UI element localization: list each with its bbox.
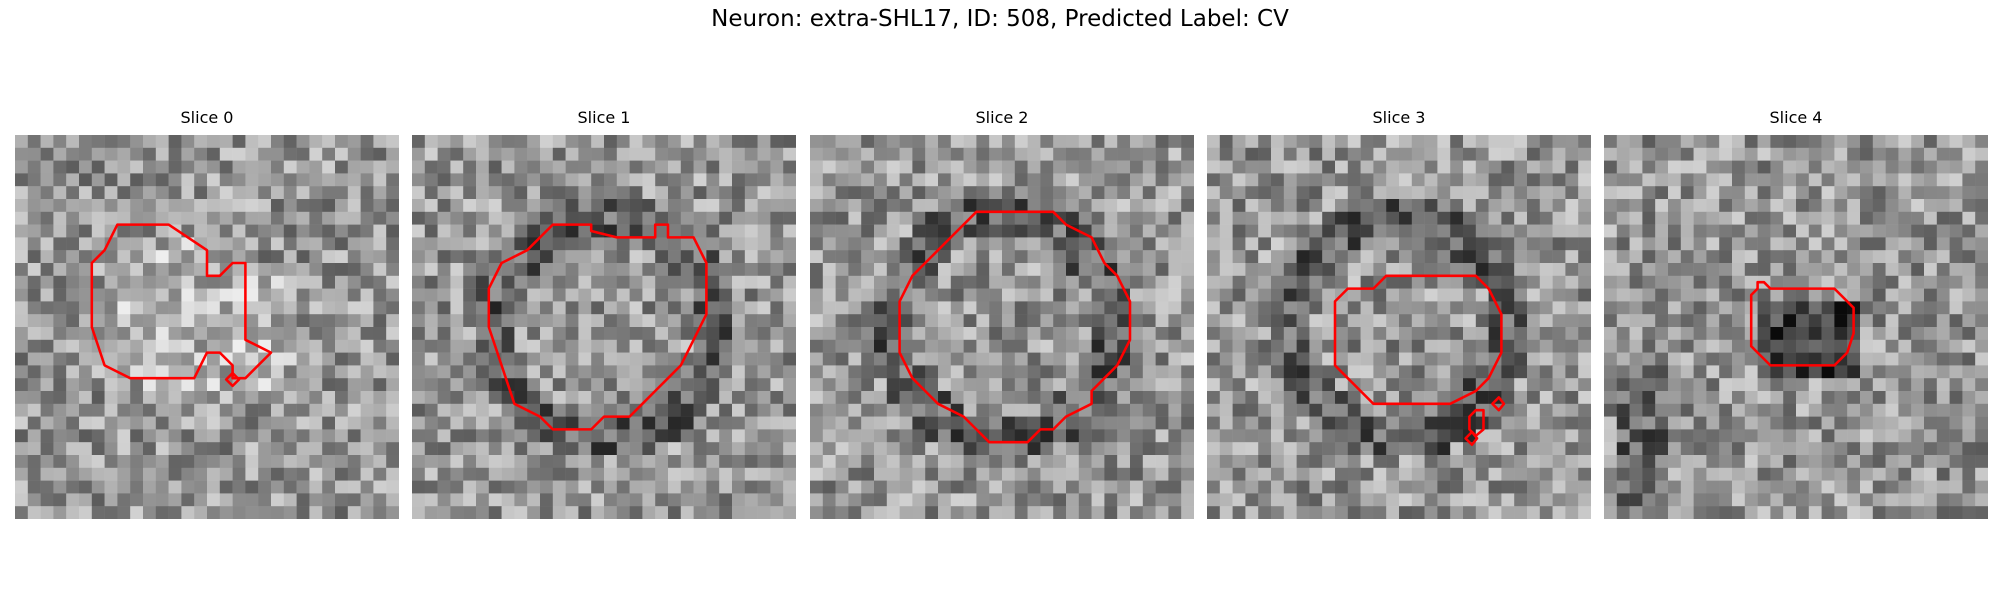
slice-panel-4: Slice 4 (1604, 108, 1988, 519)
slice-image (412, 135, 796, 519)
slice-panel-1: Slice 1 (412, 108, 796, 519)
segmentation-contour (90, 223, 273, 380)
slice-panel-0: Slice 0 (15, 108, 399, 519)
slice-title: Slice 3 (1372, 108, 1426, 127)
slice-title: Slice 4 (1769, 108, 1823, 127)
segmentation-contour (1333, 274, 1503, 406)
slice-image (15, 135, 399, 519)
slice-panel-3: Slice 3 (1207, 108, 1591, 519)
segmentation-contour-fragment (224, 371, 241, 388)
segmentation-contour-fragment (1491, 396, 1506, 412)
slice-title: Slice 0 (180, 108, 234, 127)
slice-image (1207, 135, 1591, 519)
figure-title: Neuron: extra-SHL17, ID: 508, Predicted … (711, 6, 1289, 32)
slice-title: Slice 2 (975, 108, 1029, 127)
segmentation-contour-fragment (1464, 430, 1479, 447)
slice-title: Slice 1 (577, 108, 631, 127)
segmentation-contour (898, 210, 1132, 444)
segmentation-contour (487, 223, 708, 431)
segmentation-contour (1749, 280, 1855, 367)
slice-image (810, 135, 1194, 519)
slice-panel-2: Slice 2 (810, 108, 1194, 519)
slice-image (1604, 135, 1988, 519)
